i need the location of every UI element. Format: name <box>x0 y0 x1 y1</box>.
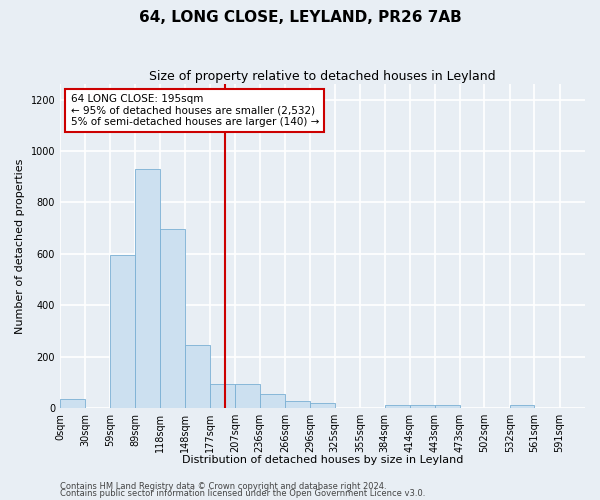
Bar <box>110 255 135 408</box>
Bar <box>310 403 335 408</box>
Y-axis label: Number of detached properties: Number of detached properties <box>15 158 25 334</box>
Bar <box>185 345 209 408</box>
Bar <box>135 169 160 408</box>
Bar <box>209 384 235 408</box>
Text: 64, LONG CLOSE, LEYLAND, PR26 7AB: 64, LONG CLOSE, LEYLAND, PR26 7AB <box>139 10 461 25</box>
Bar <box>285 401 310 408</box>
Bar <box>385 406 410 408</box>
Text: Contains HM Land Registry data © Crown copyright and database right 2024.: Contains HM Land Registry data © Crown c… <box>60 482 386 491</box>
Bar <box>60 399 85 408</box>
Bar <box>235 384 260 408</box>
Bar <box>510 406 534 408</box>
X-axis label: Distribution of detached houses by size in Leyland: Distribution of detached houses by size … <box>182 455 463 465</box>
Bar <box>160 230 185 408</box>
Text: Contains public sector information licensed under the Open Government Licence v3: Contains public sector information licen… <box>60 489 425 498</box>
Bar <box>434 406 460 408</box>
Text: 64 LONG CLOSE: 195sqm
← 95% of detached houses are smaller (2,532)
5% of semi-de: 64 LONG CLOSE: 195sqm ← 95% of detached … <box>71 94 319 127</box>
Bar <box>260 394 285 408</box>
Title: Size of property relative to detached houses in Leyland: Size of property relative to detached ho… <box>149 70 496 83</box>
Bar <box>410 406 434 408</box>
